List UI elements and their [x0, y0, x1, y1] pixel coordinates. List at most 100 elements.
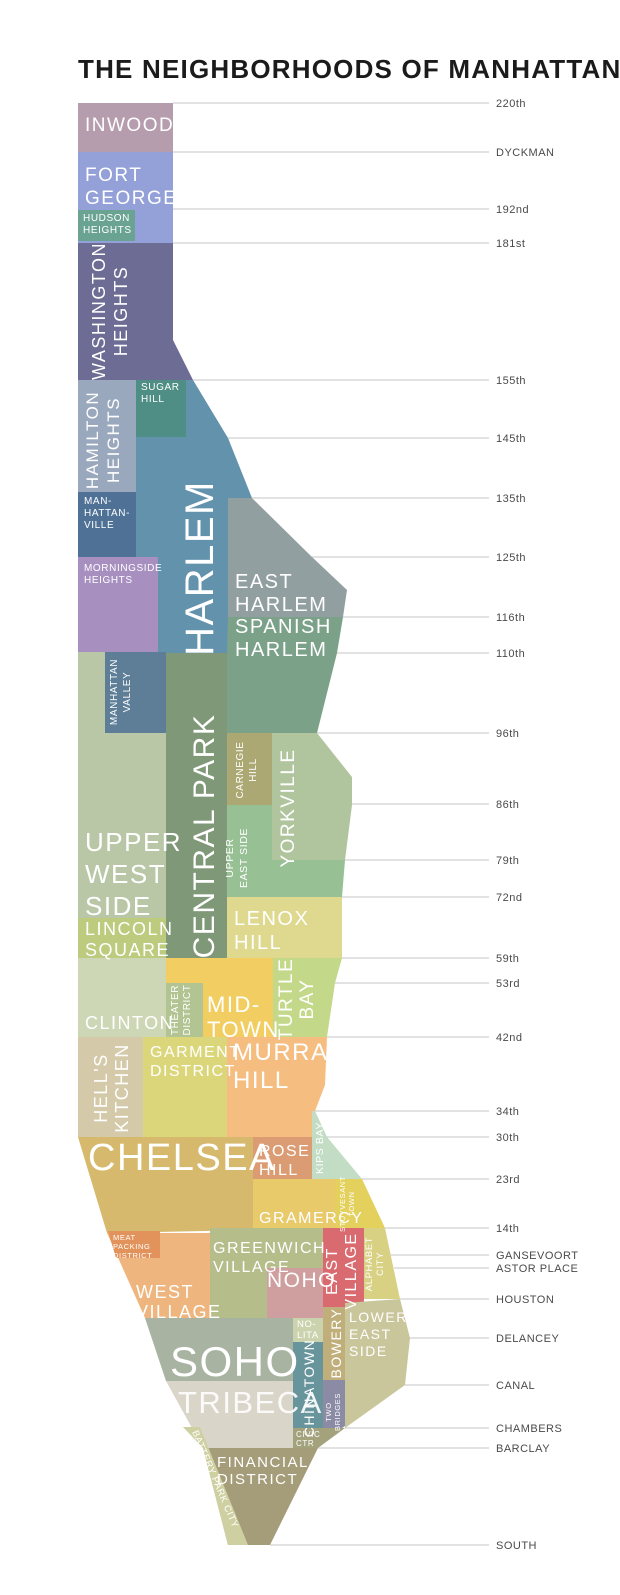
region-lenox-hill	[227, 897, 342, 958]
svg-text:FORT: FORT	[85, 165, 142, 186]
region-lower-east-side	[345, 1299, 410, 1428]
region-harlem	[136, 380, 252, 653]
region-label-hamilton-heights: HAMILTON HEIGHTS	[83, 391, 123, 489]
street-label-gansevoort: GANSEVOORT	[496, 1250, 578, 1262]
region-label-gramercy: GRAMERCY	[259, 1210, 362, 1227]
svg-text:EAST: EAST	[235, 571, 293, 593]
region-lincoln-square	[78, 918, 166, 958]
svg-text:HILL: HILL	[141, 394, 165, 405]
region-label-bowery: BOWERY	[328, 1308, 344, 1379]
region-hells-kitchen	[78, 1037, 143, 1137]
street-label-155th: 155th	[496, 375, 526, 387]
region-label-central-park: CENTRAL PARK	[188, 714, 221, 959]
street-label-125th: 125th	[496, 552, 526, 564]
region-sugar-hill	[136, 380, 186, 437]
street-label-181st: 181st	[496, 238, 525, 250]
region-carnegie-hill	[227, 733, 272, 805]
svg-text:TOWN: TOWN	[347, 1191, 356, 1216]
svg-text:KITCHEN: KITCHEN	[112, 1043, 132, 1133]
svg-text:DISTRICT: DISTRICT	[113, 1251, 152, 1260]
svg-text:BRIDGES: BRIDGES	[333, 1393, 342, 1431]
svg-text:SQUARE: SQUARE	[85, 940, 170, 960]
street-label-116th: 116th	[496, 612, 525, 624]
svg-text:VILLAGE: VILLAGE	[136, 1302, 222, 1322]
svg-text:WASHINGTON: WASHINGTON	[89, 242, 109, 380]
svg-text:HARLEM: HARLEM	[235, 594, 327, 616]
region-label-rose-hill: ROSE HILL	[259, 1143, 309, 1179]
region-manhattanville	[78, 492, 136, 557]
region-label-chelsea: CHELSEA	[88, 1137, 274, 1179]
svg-text:CIVIC: CIVIC	[296, 1430, 320, 1439]
svg-text:CLINTON: CLINTON	[85, 1013, 174, 1033]
street-label-53rd: 53rd	[496, 978, 520, 990]
svg-text:CARNEGIE: CARNEGIE	[235, 741, 246, 798]
region-label-theater-district: THEATER DISTRICT	[170, 985, 193, 1036]
region-rose-hill	[253, 1137, 312, 1179]
svg-text:HATTAN-: HATTAN-	[84, 508, 130, 519]
svg-text:SPANISH: SPANISH	[235, 616, 332, 638]
street-label-14th: 14th	[496, 1223, 519, 1235]
region-label-east-village: EAST VILLAGE	[324, 1232, 360, 1309]
region-label-alphabet-city: ALPHABET CITY	[364, 1237, 386, 1291]
street-label-135th: 135th	[496, 493, 526, 505]
region-civic-center	[293, 1428, 345, 1448]
svg-text:HEIGHTS: HEIGHTS	[84, 575, 133, 586]
svg-text:HEIGHTS: HEIGHTS	[111, 266, 131, 357]
region-nolita	[293, 1318, 323, 1342]
svg-text:DISTRICT: DISTRICT	[150, 1063, 236, 1080]
svg-text:NO-: NO-	[297, 1319, 316, 1330]
region-alphabet-city	[364, 1228, 400, 1299]
street-label-72nd: 72nd	[496, 892, 522, 904]
region-bowery	[323, 1307, 345, 1380]
region-clinton	[78, 958, 166, 1037]
street-label-145th: 145th	[496, 433, 526, 445]
svg-text:DISTRICT: DISTRICT	[217, 1471, 298, 1488]
region-turtle-bay	[273, 958, 342, 1037]
svg-text:VILLAGE: VILLAGE	[213, 1259, 290, 1276]
street-label-barclay: BARCLAY	[496, 1443, 550, 1455]
region-upper-west-side	[78, 652, 166, 918]
region-label-carnegie-hill: CARNEGIE HILL	[235, 741, 259, 798]
svg-text:NOHO: NOHO	[267, 1269, 336, 1292]
region-east-harlem	[228, 498, 347, 617]
svg-text:TRIBECA: TRIBECA	[178, 1385, 323, 1420]
street-label-59th: 59th	[496, 953, 519, 965]
svg-text:BOWERY: BOWERY	[328, 1308, 344, 1379]
svg-text:SIDE: SIDE	[349, 1343, 388, 1359]
street-label-canal: CANAL	[496, 1380, 535, 1392]
svg-text:HILL: HILL	[234, 932, 282, 954]
region-theater-district	[166, 983, 203, 1037]
svg-text:YORKVILLE: YORKVILLE	[278, 748, 299, 867]
svg-text:CENTRAL PARK: CENTRAL PARK	[188, 714, 221, 959]
region-east-village	[323, 1228, 364, 1307]
street-label-96th: 96th	[496, 728, 519, 740]
svg-text:MANHATTAN: MANHATTAN	[109, 659, 120, 725]
region-greenwich-village	[210, 1228, 323, 1318]
svg-text:GREENWICH: GREENWICH	[213, 1240, 326, 1257]
region-label-garment-district: GARMENT DISTRICT	[150, 1044, 239, 1080]
svg-text:EAST: EAST	[324, 1247, 341, 1295]
region-label-manhattanville: MAN-HATTAN-VILLE	[84, 496, 130, 531]
street-label-astor-place: ASTOR PLACE	[496, 1263, 578, 1275]
region-morningside-heights	[78, 557, 158, 652]
street-label-houston: HOUSTON	[496, 1294, 554, 1306]
svg-text:ALPHABET: ALPHABET	[364, 1237, 375, 1291]
svg-text:HEIGHTS: HEIGHTS	[104, 397, 123, 483]
svg-text:VALLEY: VALLEY	[122, 672, 133, 713]
svg-text:VILLE: VILLE	[84, 520, 114, 531]
svg-text:BAY: BAY	[297, 978, 318, 1019]
region-meatpacking-district	[108, 1231, 160, 1258]
region-hamilton-heights	[78, 380, 136, 492]
svg-text:EAST: EAST	[349, 1326, 392, 1342]
